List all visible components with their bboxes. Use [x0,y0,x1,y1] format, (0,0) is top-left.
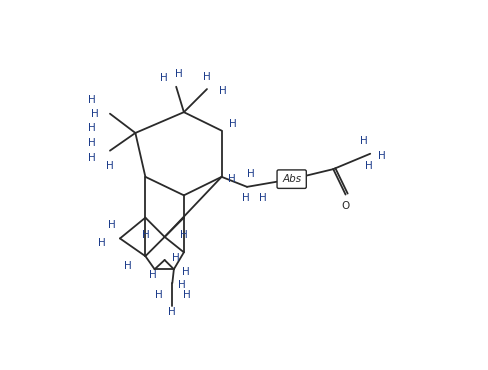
Text: H: H [88,153,95,164]
Text: H: H [178,280,185,290]
Text: H: H [228,174,236,184]
Text: H: H [172,253,180,263]
Text: H: H [378,151,386,161]
Text: H: H [203,72,211,82]
Text: H: H [88,95,95,105]
Text: H: H [360,136,368,146]
Text: H: H [124,261,132,271]
Text: H: H [106,161,114,171]
Text: H: H [242,194,249,204]
Text: H: H [182,266,189,276]
Text: Abs: Abs [282,174,301,184]
Text: H: H [180,231,188,240]
Text: H: H [247,169,255,179]
FancyBboxPatch shape [277,170,306,188]
Text: H: H [99,238,106,248]
Text: H: H [88,138,95,148]
Text: H: H [149,270,157,280]
Text: H: H [160,73,168,83]
Text: H: H [229,120,237,130]
Text: H: H [219,85,226,95]
Text: H: H [142,231,149,240]
Text: H: H [183,290,191,300]
Text: H: H [365,161,372,171]
Text: H: H [88,122,95,132]
Text: H: H [108,221,116,231]
Text: O: O [342,201,350,211]
Text: H: H [91,109,99,119]
Text: H: H [175,69,183,79]
Text: H: H [168,307,175,317]
Text: H: H [259,194,266,204]
Text: H: H [155,290,163,300]
